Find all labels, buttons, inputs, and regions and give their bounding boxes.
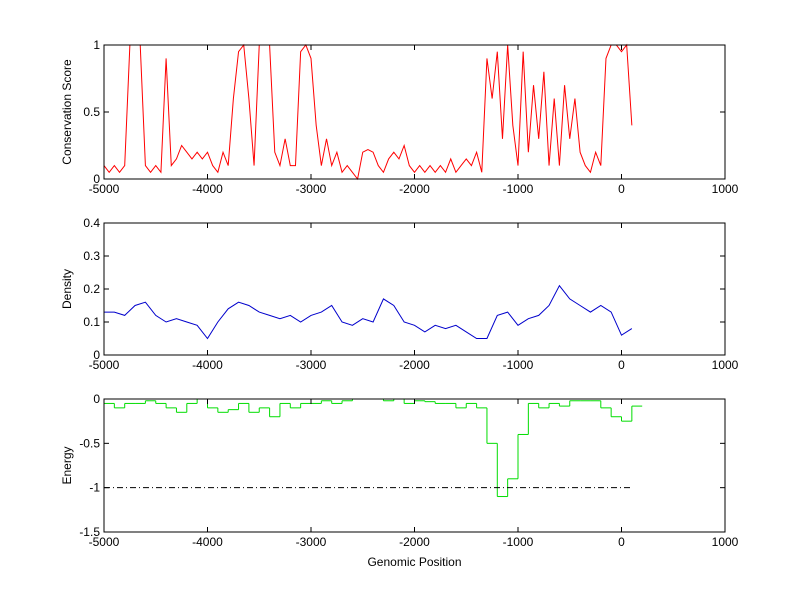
x-tick-label: -3000 bbox=[296, 535, 327, 549]
y-tick-label: -1.5 bbox=[79, 525, 100, 539]
x-tick-label: -2000 bbox=[399, 535, 430, 549]
plot-area bbox=[104, 223, 725, 355]
y-tick-label: 0.3 bbox=[83, 249, 100, 263]
y-axis-label: Conservation Score bbox=[60, 59, 74, 165]
x-tick-label: -3000 bbox=[296, 358, 327, 372]
x-tick-label: -4000 bbox=[192, 535, 223, 549]
x-tick-label: -2000 bbox=[399, 358, 430, 372]
x-tick-label: -5000 bbox=[89, 358, 120, 372]
x-tick-label: 0 bbox=[618, 358, 625, 372]
x-tick-label: -5000 bbox=[89, 535, 120, 549]
x-tick-label: -4000 bbox=[192, 358, 223, 372]
x-tick-label: 0 bbox=[618, 182, 625, 196]
x-tick-label: -1000 bbox=[503, 535, 534, 549]
x-axis-label: Genomic Position bbox=[367, 555, 461, 569]
axes: -5000 -4000 -3000 -2000 -1000 0 1000 0 0.1 0.2 0.3… bbox=[60, 216, 739, 372]
y-axis-label: Density bbox=[60, 269, 74, 309]
y-tick-label: 0 bbox=[93, 392, 100, 406]
y-tick-label: 0 bbox=[93, 348, 100, 362]
y-tick-label: 1 bbox=[93, 38, 100, 52]
x-tick-label: 1000 bbox=[712, 358, 739, 372]
y-tick-label: 0.1 bbox=[83, 315, 100, 329]
y-tick-label: 0.4 bbox=[83, 216, 100, 230]
x-tick-label: -4000 bbox=[192, 182, 223, 196]
x-tick-label: 0 bbox=[618, 535, 625, 549]
y-tick-label: -0.5 bbox=[79, 436, 100, 450]
y-tick-label: 0.5 bbox=[83, 105, 100, 119]
x-tick-label: 1000 bbox=[712, 182, 739, 196]
x-tick-label: -5000 bbox=[89, 182, 120, 196]
y-tick-label: 0.2 bbox=[83, 282, 100, 296]
y-axis-label: Energy bbox=[60, 446, 74, 484]
series-line bbox=[104, 284, 633, 340]
axes: -5000 -4000 -3000 -2000 -1000 0 1000 0 0.5 1 Conse… bbox=[60, 38, 739, 196]
x-tick-label: 1000 bbox=[712, 535, 739, 549]
axes: -5000 -4000 -3000 -2000 -1000 0 1000 -1.5 -1 -0.5… bbox=[60, 392, 739, 569]
x-tick-label: -3000 bbox=[296, 182, 327, 196]
series-line bbox=[103, 43, 633, 181]
y-tick-label: -1 bbox=[89, 481, 100, 495]
x-tick-label: -2000 bbox=[399, 182, 430, 196]
x-tick-label: -1000 bbox=[503, 182, 534, 196]
plot-area bbox=[104, 45, 725, 179]
y-tick-label: 0 bbox=[93, 172, 100, 186]
x-tick-label: -1000 bbox=[503, 358, 534, 372]
